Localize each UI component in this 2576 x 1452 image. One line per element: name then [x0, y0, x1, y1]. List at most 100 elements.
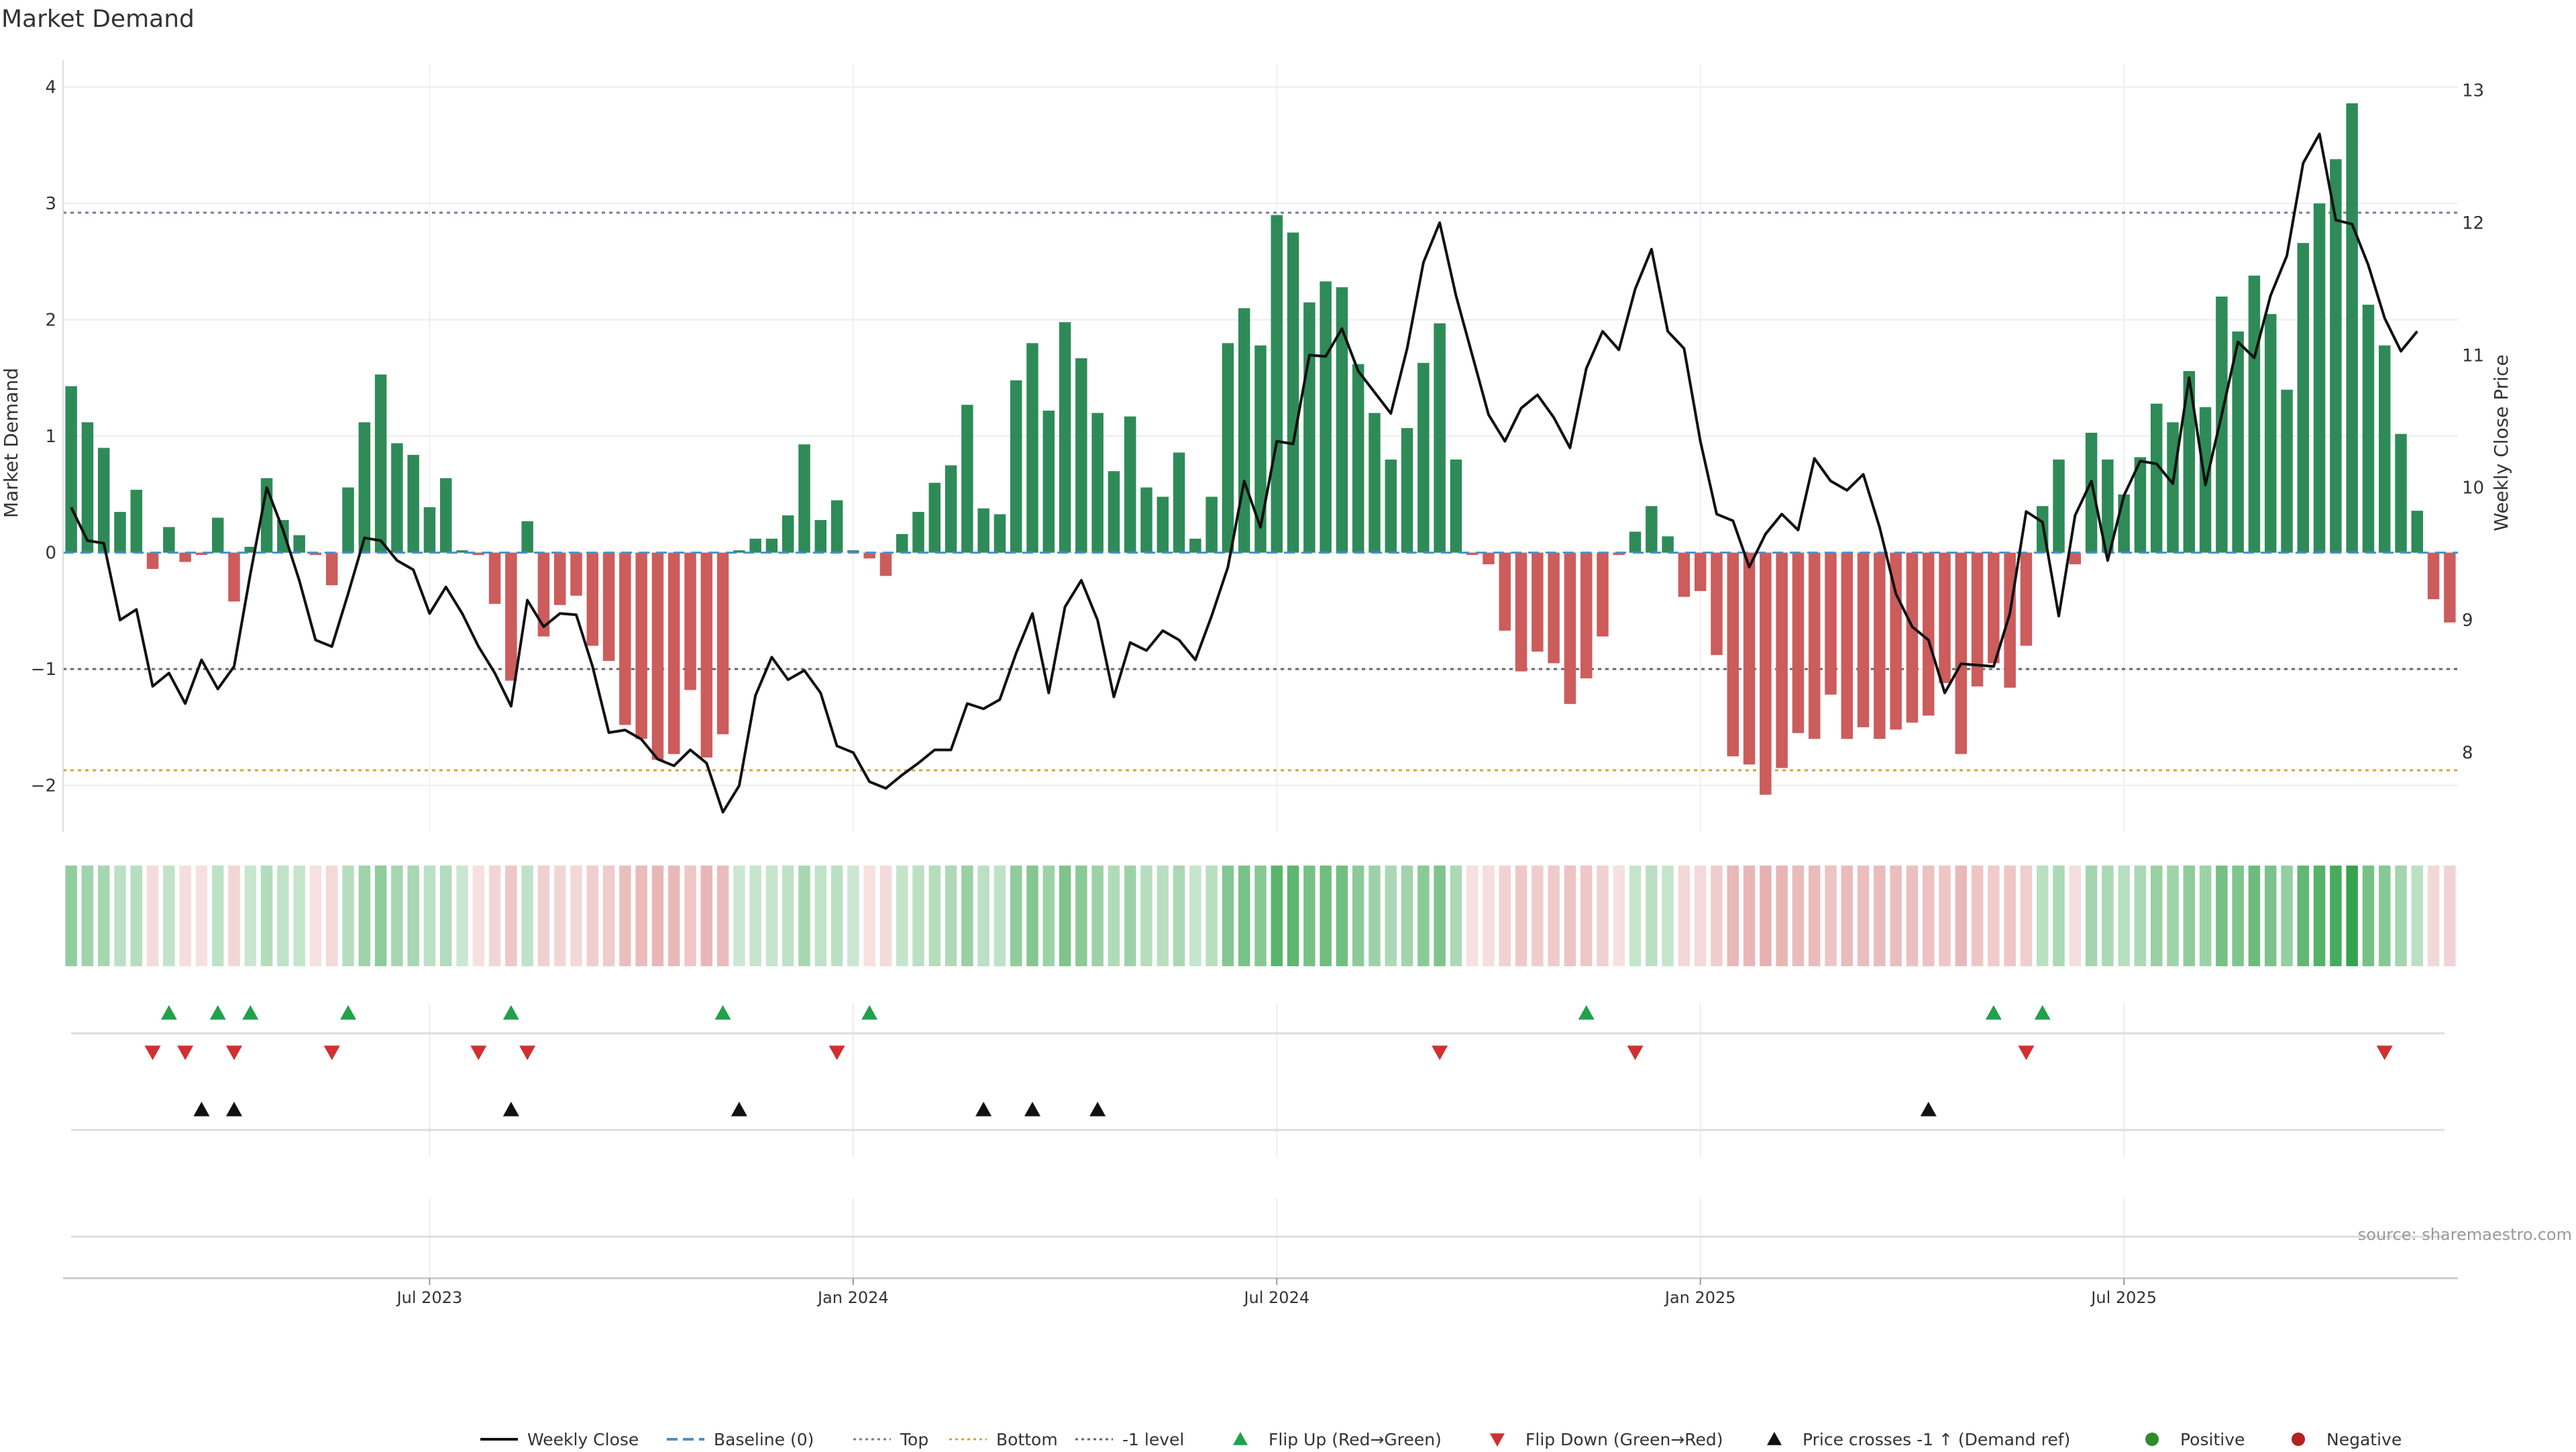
demand-bar: [1271, 215, 1283, 553]
demand-bar: [1320, 281, 1332, 553]
heat-cell: [749, 866, 761, 966]
heat-cell: [1711, 866, 1723, 966]
demand-bar: [2004, 552, 2016, 688]
demand-bar: [1352, 364, 1364, 553]
heat-cell: [1254, 866, 1267, 966]
demand-bar: [1499, 552, 1511, 631]
x-axis-layer: Jul 2023 Jan 2024 Jul 2024 Jan 2025 Jul 2025: [63, 1277, 2458, 1307]
heat-cell: [830, 866, 843, 966]
legend-item: Top: [853, 1430, 928, 1449]
price-cross-marker: [226, 1102, 242, 1117]
heat-cell: [863, 866, 875, 966]
demand-bar: [2378, 345, 2391, 553]
heat-cell: [1417, 866, 1430, 966]
demand-bar: [2346, 103, 2358, 553]
heat-cell: [2378, 866, 2391, 966]
flip-down-marker: [2018, 1045, 2035, 1060]
demand-bar: [277, 520, 289, 553]
demand-bar: [1808, 552, 1821, 739]
legend-item: Flip Up (Red→Green): [1233, 1430, 1442, 1449]
heat-cell: [961, 866, 973, 966]
demand-bar: [228, 552, 240, 602]
heat-cell: [2069, 866, 2082, 966]
demand-bar: [472, 552, 485, 556]
demand-bar: [521, 521, 533, 553]
demand-bar: [2150, 403, 2163, 553]
heat-cell: [651, 866, 664, 966]
heat-cell: [1140, 866, 1152, 966]
heat-cell: [1971, 866, 1984, 966]
heat-cell: [65, 866, 77, 966]
demand-bar: [830, 500, 843, 553]
heat-cell: [1499, 866, 1511, 966]
demand-bar: [1776, 552, 1788, 768]
demand-bar: [928, 482, 941, 553]
demand-bar: [1792, 552, 1805, 733]
demand-bar: [1922, 552, 1935, 716]
heat-cell: [994, 866, 1006, 966]
y-tick-label: 3: [45, 194, 56, 214]
heat-cell: [472, 866, 485, 966]
demand-bar: [1548, 552, 1560, 664]
legend-item: Negative: [2292, 1430, 2402, 1449]
heat-cell: [2411, 866, 2424, 966]
demand-bar: [961, 405, 973, 553]
y-tick-label: −2: [31, 776, 56, 796]
heat-cell: [1857, 866, 1870, 966]
demand-bar: [863, 552, 875, 559]
legend-label: Top: [900, 1430, 928, 1449]
flip-up-marker: [209, 1005, 226, 1020]
heat-cell: [2248, 866, 2261, 966]
demand-bar: [391, 443, 403, 553]
heat-cell: [342, 866, 354, 966]
flip-up-marker: [160, 1005, 177, 1020]
demand-bar: [1450, 459, 1462, 553]
demand-bar: [765, 538, 778, 553]
demand-bar: [342, 487, 354, 553]
demand-bar: [1613, 552, 1625, 556]
heat-cell: [586, 866, 599, 966]
heat-cell: [2264, 866, 2277, 966]
heat-cell: [1922, 866, 1935, 966]
flip-down-marker: [323, 1045, 340, 1060]
heat-cell: [1955, 866, 1968, 966]
flip-down-marker: [470, 1045, 487, 1060]
heat-cell: [439, 866, 452, 966]
heat-cell: [2053, 866, 2065, 966]
demand-bar: [1189, 538, 1201, 553]
demand-bar: [2313, 203, 2326, 553]
heat-cell: [667, 866, 680, 966]
heat-cell: [1678, 866, 1690, 966]
heat-cell: [2281, 866, 2293, 966]
flip-down-marker: [177, 1045, 194, 1060]
legend-layer: Weekly Close Baseline (0) Top Bottom -1 leve…: [480, 1430, 2402, 1449]
demand-bar: [1939, 552, 1951, 683]
heat-cell: [537, 866, 550, 966]
heat-cell: [2427, 866, 2440, 966]
heat-cell: [1825, 866, 1837, 966]
heat-cell: [1564, 866, 1576, 966]
heat-cell: [928, 866, 941, 966]
demand-bar: [2167, 422, 2179, 553]
heat-cell: [358, 866, 371, 966]
heat-cell: [2362, 866, 2375, 966]
demand-bar: [749, 538, 761, 553]
event-markers-layer: [71, 1005, 2445, 1238]
demand-bar: [1678, 552, 1690, 597]
heat-cell: [1597, 866, 1609, 966]
heat-cell: [1401, 866, 1413, 966]
demand-bar: [2020, 552, 2033, 646]
x-tick-label: Jan 2024: [816, 1288, 889, 1307]
source-watermark: source: sharemaestro.com: [2358, 1225, 2572, 1244]
heat-cell: [1026, 866, 1038, 966]
y-tick-label: 0: [45, 543, 56, 564]
demand-bar: [309, 552, 322, 556]
demand-bar: [65, 386, 77, 553]
heat-cell: [1841, 866, 1854, 966]
demand-bar: [1238, 308, 1250, 553]
heat-cell: [1091, 866, 1104, 966]
demand-bar: [1727, 552, 1739, 757]
chart-title: Market Demand: [1, 5, 195, 33]
legend-label: Price crosses -1 ↑ (Demand ref): [1803, 1430, 2070, 1449]
